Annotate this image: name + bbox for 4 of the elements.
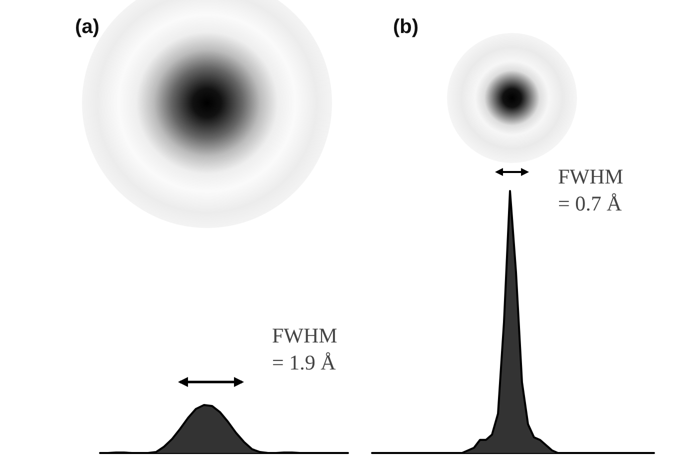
text: FWHM = 1.9 Å bbox=[272, 324, 338, 374]
chart-title: (a) bbox=[75, 16, 100, 38]
annotation: FWHM = 0.7 Å bbox=[558, 164, 624, 216]
chart-title: (b) bbox=[393, 16, 419, 38]
